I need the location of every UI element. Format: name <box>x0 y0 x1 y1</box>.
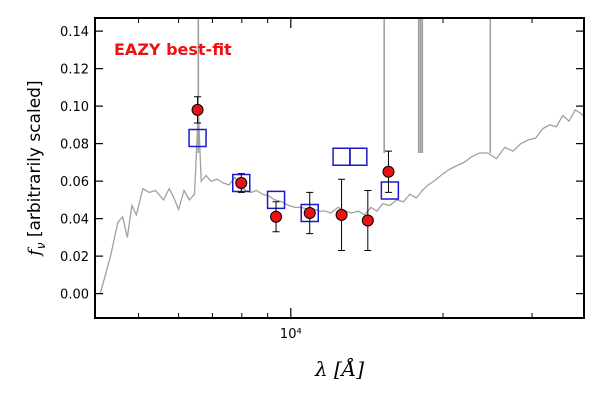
observed-point <box>303 207 316 219</box>
plot-clip-group <box>99 18 584 294</box>
model-square <box>349 147 368 166</box>
y-tick-label: 0.00 <box>60 288 89 303</box>
y-tick-label: 0.04 <box>60 213 89 228</box>
model-square <box>188 128 207 148</box>
observed-point <box>361 214 374 227</box>
y-tick-label: 0.12 <box>60 63 89 78</box>
observed-point <box>270 210 283 223</box>
observed-point <box>235 177 248 189</box>
y-tick-label: 0.02 <box>60 250 89 265</box>
x-axis-label: λ [Å] <box>314 356 364 381</box>
model-square <box>332 147 351 166</box>
model-square <box>380 181 400 200</box>
y-axis-label-subscript: ν <box>34 242 48 249</box>
x-tick-label: 10⁴ <box>280 327 302 342</box>
y-tick-label: 0.06 <box>60 175 89 190</box>
plot-frame <box>94 17 585 319</box>
y-axis-label-text: [arbitrarily scaled] <box>25 80 45 242</box>
y-axis-label-symbol: f <box>25 247 45 258</box>
observed-point <box>191 103 204 116</box>
y-axis-label: fν [arbitrarily scaled] <box>25 80 48 257</box>
y-tick-label: 0.10 <box>60 100 89 115</box>
sed-template-line <box>99 108 584 294</box>
observed-point <box>335 208 348 221</box>
y-tick-label: 0.08 <box>60 138 89 153</box>
y-tick-label: 0.14 <box>60 25 89 40</box>
plot-area: 0.00 0.02 0.04 0.06 0.08 0.10 0.12 0.14 <box>60 17 585 319</box>
observed-point <box>382 165 395 178</box>
annotation-label: EAZY best-fit <box>114 40 232 59</box>
